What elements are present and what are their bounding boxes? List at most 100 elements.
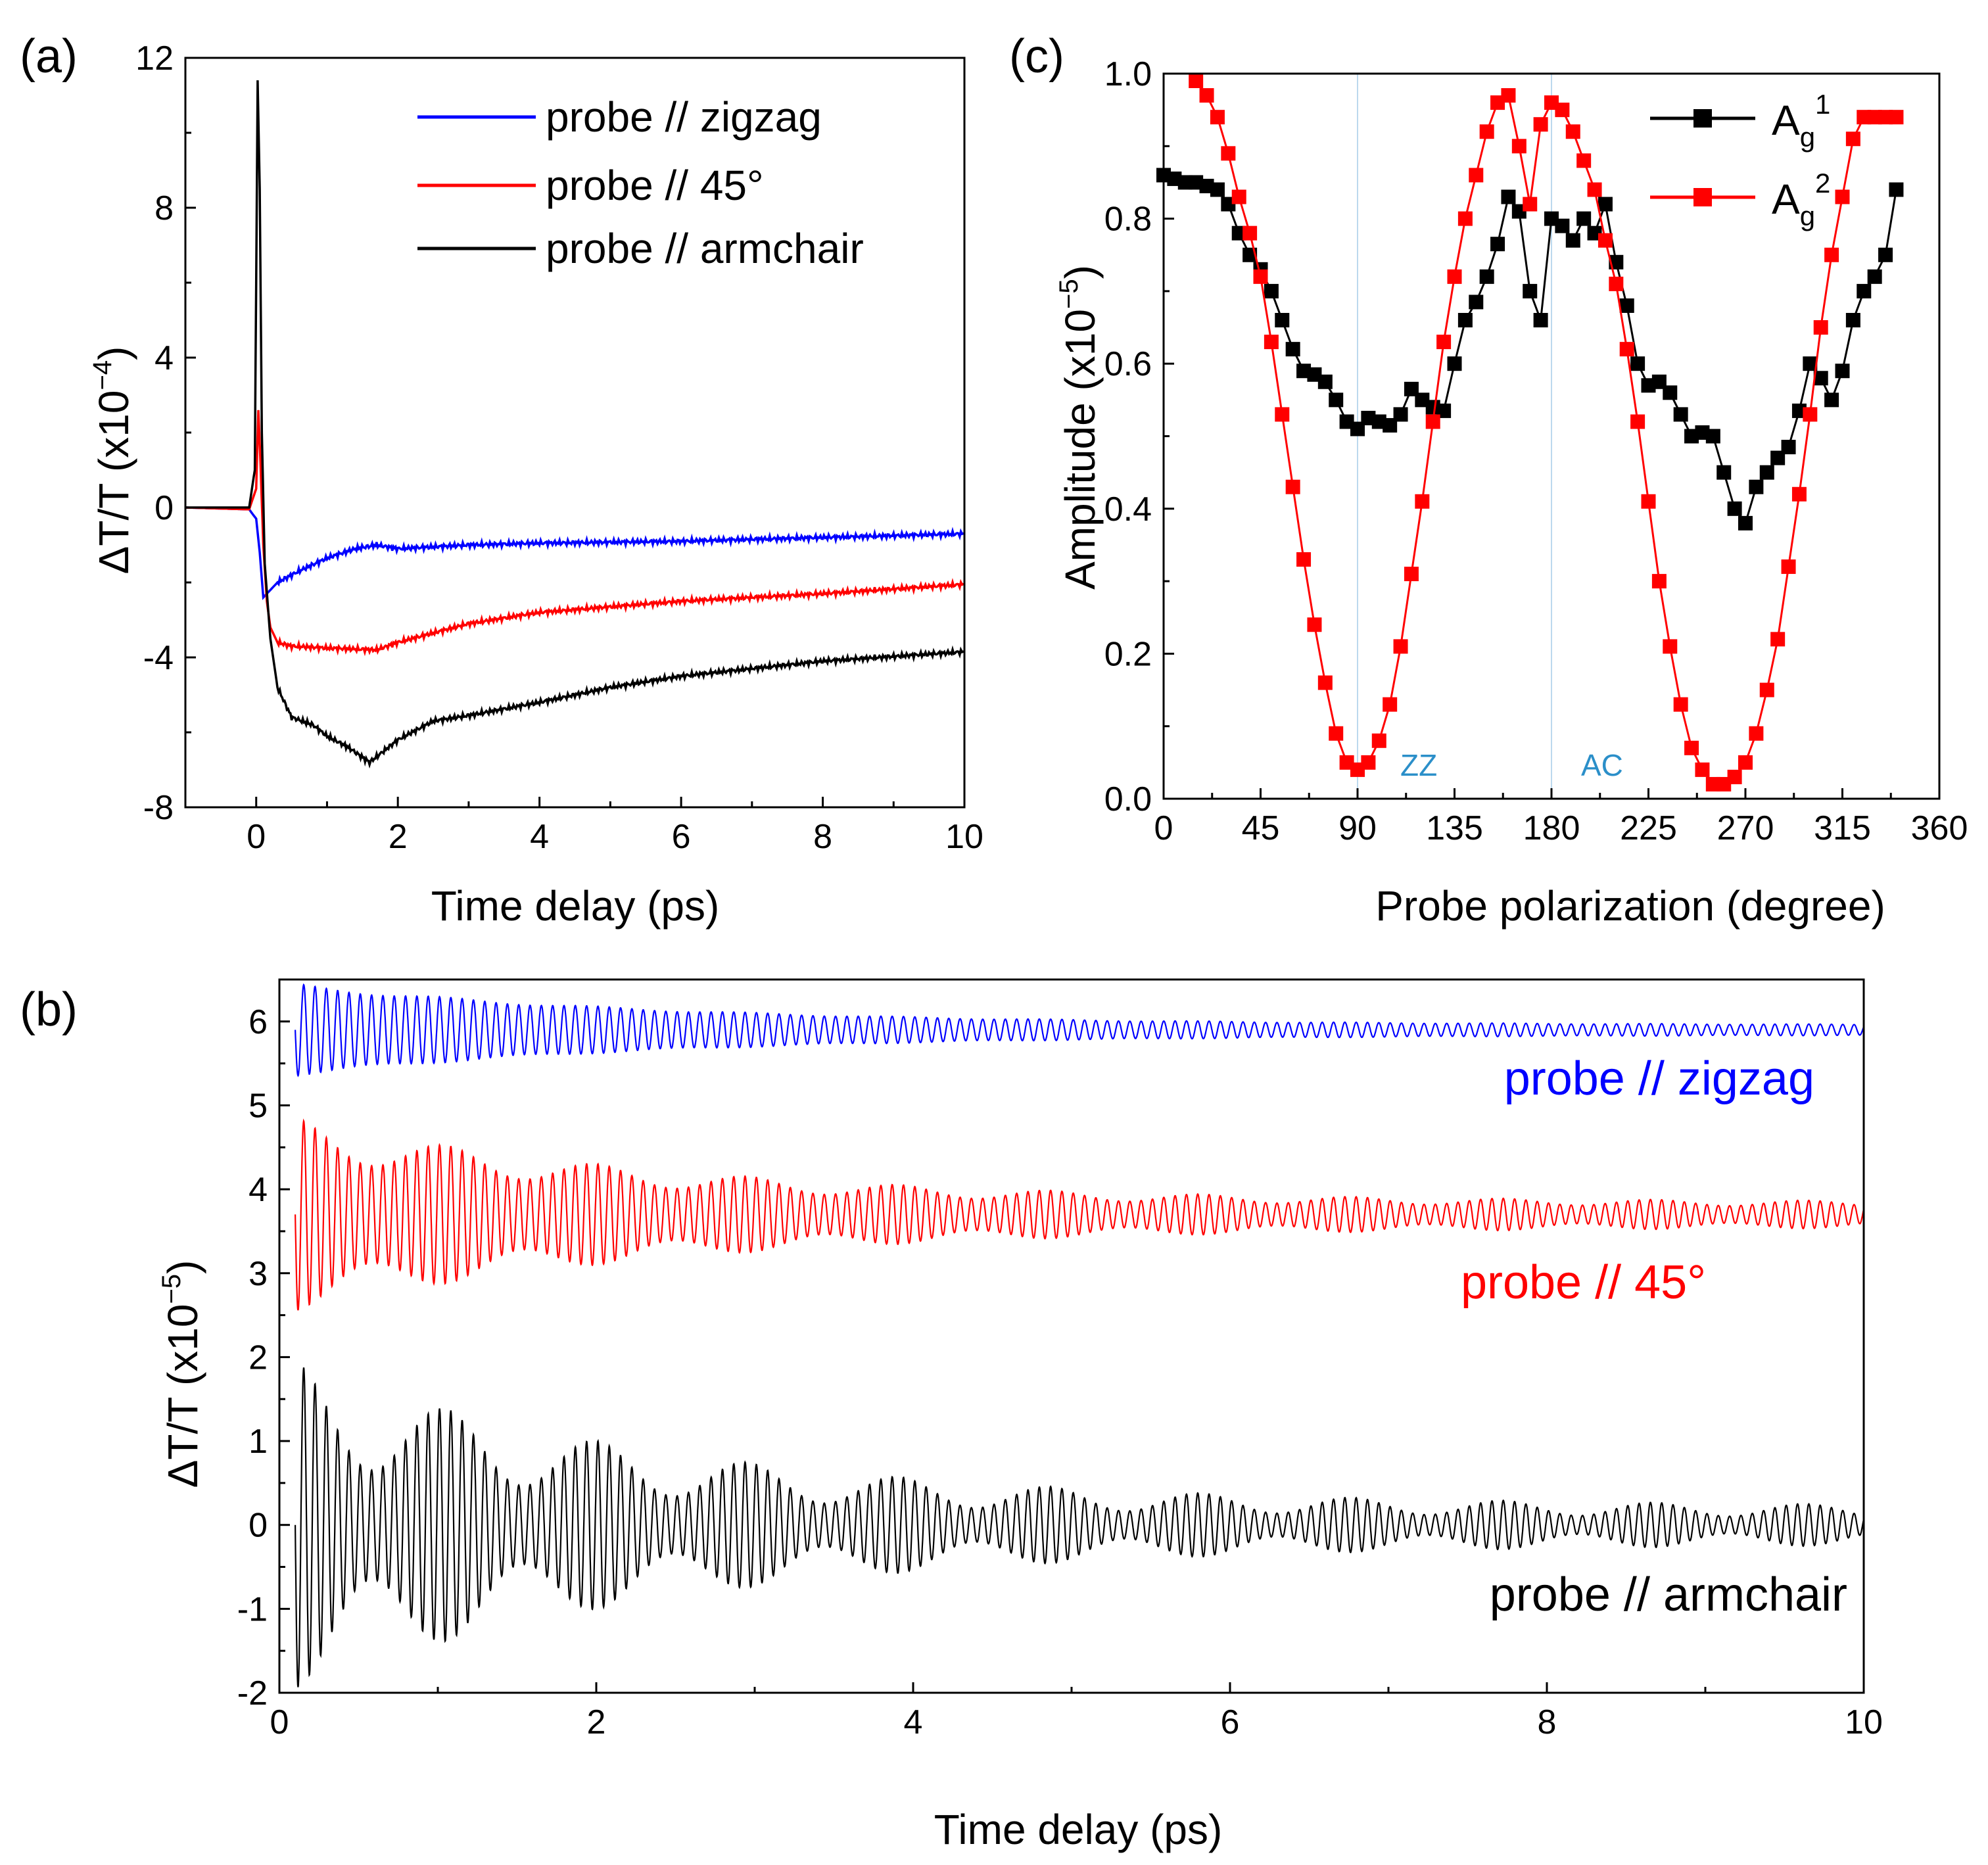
panel-a-legend-label-zigzag: probe // zigzag xyxy=(546,93,822,141)
panel-a-y-tick-label: 0 xyxy=(154,489,174,527)
panel-c-point-ag2 xyxy=(1533,117,1548,132)
panel-c-point-ag1 xyxy=(1630,356,1645,371)
panel-c-point-ag2 xyxy=(1630,414,1645,429)
panel-c-point-ag1 xyxy=(1469,295,1484,310)
panel-c-legend-label-ag2: Ag2 xyxy=(1772,168,1830,231)
panel-c-point-ag2 xyxy=(1759,682,1774,697)
panel-c-x-tick-label: 225 xyxy=(1620,809,1677,847)
panel-c-y-tick-label: 0.2 xyxy=(1104,635,1152,673)
panel-b-series-probe-45 xyxy=(295,1118,1865,1311)
panel-c-point-ag2 xyxy=(1609,276,1624,291)
panel-a: (a) ΔT/T (x10−4) Time delay (ps) 0 2 4 6 8 10… xyxy=(20,30,983,930)
panel-b-series-probe-zigzag xyxy=(295,983,1865,1077)
panel-c-point-ag1 xyxy=(1404,381,1419,396)
panel-c-x-tick-label: 0 xyxy=(1154,809,1173,847)
panel-c-x-tick-label: 360 xyxy=(1911,809,1968,847)
panel-c-line-ag2 xyxy=(1195,80,1897,786)
panel-c-x-tick-label: 270 xyxy=(1717,809,1774,847)
panel-c-point-ag2 xyxy=(1231,189,1246,204)
panel-c-point-ag2 xyxy=(1598,233,1613,248)
panel-a-legend: probe // zigzag probe // 45° probe // ar… xyxy=(417,93,864,272)
panel-a-series-probe-45 xyxy=(185,410,965,657)
panel-c-point-ag1 xyxy=(1835,364,1850,379)
svg-text:ΔT/T (x10−4): ΔT/T (x10−4) xyxy=(88,346,137,575)
panel-c-ticks: 0 45 90 135 180 225 270 315 360 0.0 0.2 0.4 0.6 0.8 1.… xyxy=(1104,55,1968,847)
panel-a-x-tick-label: 8 xyxy=(813,818,832,856)
panel-c-point-ag2 xyxy=(1264,335,1279,350)
panel-b-label-armchair: probe // armchair xyxy=(1490,1569,1847,1621)
panel-c-point-ag2 xyxy=(1221,146,1236,161)
panel-c-point-ag1 xyxy=(1501,189,1516,204)
panel-a-ticks: 0 2 4 6 8 10 -8 -4 0 4 8 12 xyxy=(135,39,983,856)
panel-c-point-ag1 xyxy=(1759,465,1774,480)
panel-c-point-ag2 xyxy=(1296,552,1312,567)
panel-b-label: (b) xyxy=(20,983,78,1036)
panel-b-x-tick-label: 2 xyxy=(587,1703,606,1741)
panel-c-point-ag1 xyxy=(1479,269,1494,284)
panel-b-series xyxy=(295,983,1865,1688)
panel-c-point-ag2 xyxy=(1824,247,1839,262)
panel-a-frame xyxy=(184,57,966,809)
panel-c-point-ag2 xyxy=(1576,153,1592,168)
panel-c-point-ag2 xyxy=(1695,762,1710,777)
panel-c-x-tick-label: 315 xyxy=(1814,809,1871,847)
panel-c-point-ag2 xyxy=(1587,182,1602,197)
panel-c-legend-marker-ag1 xyxy=(1693,109,1712,128)
panel-c-point-ag1 xyxy=(1490,237,1505,252)
panel-c-point-ag1 xyxy=(1329,392,1344,408)
panel-c-point-ag2 xyxy=(1329,726,1344,741)
panel-c-point-ag1 xyxy=(1845,313,1860,328)
panel-c-point-ag2 xyxy=(1845,131,1860,147)
panel-c-point-ag2 xyxy=(1511,139,1526,154)
panel-c-point-ag2 xyxy=(1189,74,1204,89)
panel-c-point-ag2 xyxy=(1415,494,1430,509)
panel-c-point-ag1 xyxy=(1889,182,1904,197)
panel-c-point-ag2 xyxy=(1619,342,1634,357)
panel-c-point-ag2 xyxy=(1889,110,1904,125)
panel-b-y-tick-label: -2 xyxy=(237,1674,268,1712)
panel-c-point-ag1 xyxy=(1716,465,1732,480)
panel-b-y-tick-label: 1 xyxy=(248,1423,268,1461)
panel-b-y-tick-label: -1 xyxy=(237,1590,268,1628)
panel-c-point-ag1 xyxy=(1749,479,1764,494)
panel-c-point-ag2 xyxy=(1727,769,1742,784)
panel-c-point-ag1 xyxy=(1264,283,1279,298)
panel-c-point-ag1 xyxy=(1727,501,1742,516)
panel-c-point-ag1 xyxy=(1457,313,1473,328)
panel-c-point-ag1 xyxy=(1673,407,1688,422)
panel-c-point-ag2 xyxy=(1663,639,1678,654)
panel-b: (b) ΔT/T (x10−5) Time delay (ps) 0 2 4 6 8 10… xyxy=(20,978,1883,1853)
panel-b-y-axis-label-main: ΔT/T (x10 xyxy=(159,1304,206,1488)
panel-c-point-ag2 xyxy=(1565,124,1580,139)
panel-c-point-ag1 xyxy=(1350,421,1365,437)
panel-c-y-axis-label: Amplitude (x10−5) xyxy=(1054,265,1104,590)
panel-c-y-tick-label: 1.0 xyxy=(1104,55,1152,93)
panel-c-point-ag2 xyxy=(1673,697,1688,712)
panel-b-y-tick-label: 5 xyxy=(248,1087,268,1125)
panel-c-point-ag2 xyxy=(1447,269,1462,284)
panel-c-point-ag1 xyxy=(1436,403,1452,418)
panel-c-annotation-zz: ZZ xyxy=(1400,748,1437,782)
panel-c-point-ag2 xyxy=(1803,407,1818,422)
panel-c-point-ag2 xyxy=(1317,675,1333,690)
panel-c-point-ag2 xyxy=(1253,269,1268,284)
panel-a-y-tick-label: 4 xyxy=(154,339,174,377)
panel-c-label: (c) xyxy=(1009,30,1064,83)
panel-c-legend-ag2-sub: g xyxy=(1800,201,1815,231)
panel-c-point-ag2 xyxy=(1361,755,1376,770)
panel-c-point-ag2 xyxy=(1781,559,1796,575)
panel-a-x-axis-label: Time delay (ps) xyxy=(431,882,720,930)
panel-b-y-axis-label-close: ) xyxy=(159,1260,206,1274)
panel-c-legend-ag1-base: A xyxy=(1772,97,1800,144)
panel-c-point-ag2 xyxy=(1791,486,1807,502)
svg-text:ΔT/T (x10−5): ΔT/T (x10−5) xyxy=(157,1260,206,1488)
panel-c-point-ag1 xyxy=(1857,283,1872,298)
panel-c-y-axis-label-exp: −5 xyxy=(1054,279,1083,309)
panel-c-y-tick-label: 0.4 xyxy=(1104,490,1152,529)
panel-b-y-axis-label-exp: −5 xyxy=(157,1274,186,1304)
panel-c-point-ag2 xyxy=(1738,755,1753,770)
panel-c-point-ag2 xyxy=(1835,189,1850,204)
panel-c-y-axis-label-close: ) xyxy=(1056,265,1104,279)
panel-c-point-ag1 xyxy=(1275,313,1290,328)
panel-b-x-tick-label: 8 xyxy=(1538,1703,1557,1741)
